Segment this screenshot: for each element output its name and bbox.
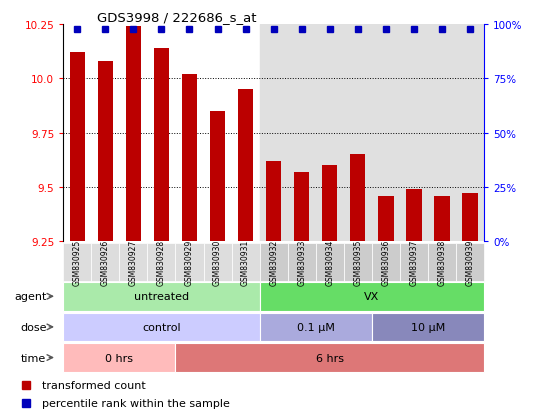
Bar <box>260 25 484 242</box>
Text: VX: VX <box>364 292 380 301</box>
Text: GSM830931: GSM830931 <box>241 239 250 285</box>
Text: percentile rank within the sample: percentile rank within the sample <box>42 398 230 408</box>
Text: GSM830937: GSM830937 <box>409 239 419 285</box>
Bar <box>97 62 113 242</box>
Text: GSM830933: GSM830933 <box>297 239 306 285</box>
Text: 0.1 μM: 0.1 μM <box>297 322 334 332</box>
FancyBboxPatch shape <box>63 282 260 311</box>
Bar <box>238 90 254 242</box>
Bar <box>210 112 226 242</box>
Bar <box>294 172 310 242</box>
Text: 6 hrs: 6 hrs <box>316 353 344 363</box>
Bar <box>434 196 450 242</box>
Text: GSM830938: GSM830938 <box>437 239 447 285</box>
Text: GSM830936: GSM830936 <box>381 239 390 285</box>
FancyBboxPatch shape <box>372 313 484 342</box>
FancyBboxPatch shape <box>260 313 372 342</box>
Text: GSM830935: GSM830935 <box>353 239 362 285</box>
Text: 10 μM: 10 μM <box>411 322 445 332</box>
Bar <box>350 155 366 242</box>
Text: dose: dose <box>20 322 46 332</box>
Text: GSM830932: GSM830932 <box>269 239 278 285</box>
Text: GSM830926: GSM830926 <box>101 239 110 285</box>
Text: GSM830929: GSM830929 <box>185 239 194 285</box>
Bar <box>69 53 85 242</box>
Bar <box>125 27 141 242</box>
Text: control: control <box>142 322 181 332</box>
Text: untreated: untreated <box>134 292 189 301</box>
FancyBboxPatch shape <box>175 343 484 372</box>
Bar <box>378 196 394 242</box>
Bar <box>322 166 338 242</box>
Text: agent: agent <box>14 292 46 301</box>
Text: GSM830927: GSM830927 <box>129 239 138 285</box>
Text: GSM830930: GSM830930 <box>213 239 222 285</box>
Text: GDS3998 / 222686_s_at: GDS3998 / 222686_s_at <box>97 11 256 24</box>
Text: GSM830934: GSM830934 <box>325 239 334 285</box>
Text: 0 hrs: 0 hrs <box>106 353 133 363</box>
Text: GSM830939: GSM830939 <box>465 239 475 285</box>
FancyBboxPatch shape <box>63 313 260 342</box>
Bar <box>406 190 422 242</box>
FancyBboxPatch shape <box>63 343 175 372</box>
Bar <box>462 194 478 242</box>
Text: transformed count: transformed count <box>42 380 146 390</box>
Bar <box>182 75 197 242</box>
Bar <box>266 161 282 242</box>
Text: GSM830925: GSM830925 <box>73 239 82 285</box>
Bar <box>153 49 169 242</box>
Text: GSM830928: GSM830928 <box>157 239 166 285</box>
FancyBboxPatch shape <box>260 282 484 311</box>
Text: time: time <box>21 353 46 363</box>
